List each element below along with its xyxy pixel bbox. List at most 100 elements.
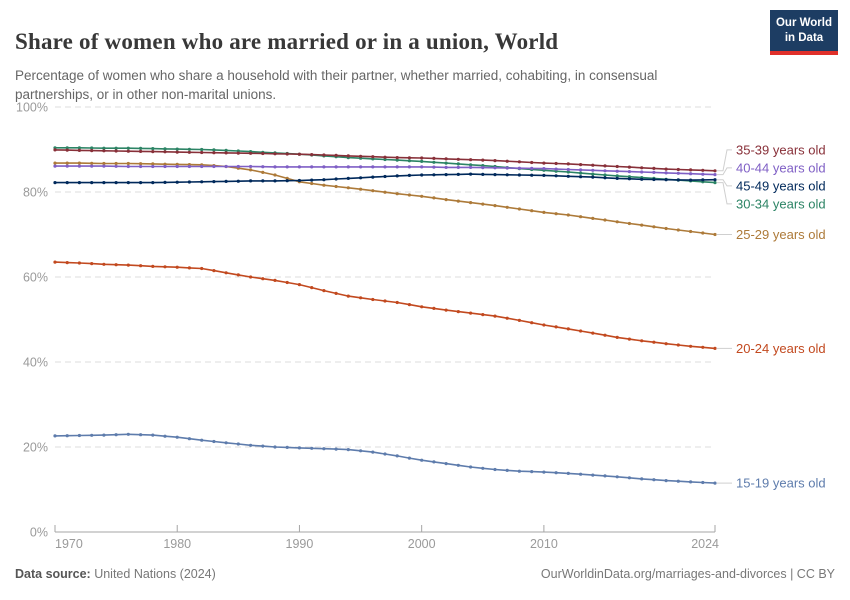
data-point <box>554 325 558 329</box>
data-point <box>395 165 399 169</box>
data-point <box>114 149 118 153</box>
legend-label[interactable]: 25-29 years old <box>736 227 826 242</box>
data-point <box>90 161 94 165</box>
data-point <box>395 156 399 160</box>
legend-label[interactable]: 30-34 years old <box>736 196 826 211</box>
data-point <box>591 473 595 477</box>
data-point <box>200 180 204 184</box>
data-point <box>579 329 583 333</box>
data-point <box>334 177 338 181</box>
data-point <box>432 306 436 310</box>
data-point <box>285 165 289 169</box>
data-point <box>200 150 204 155</box>
legend-label[interactable]: 15-19 years old <box>736 476 826 491</box>
data-point <box>102 146 106 150</box>
data-point <box>542 161 546 165</box>
data-point <box>493 159 497 163</box>
data-point <box>224 441 228 445</box>
data-point <box>346 448 350 452</box>
page-title: Share of women who are married or in a u… <box>15 29 559 55</box>
data-point <box>444 462 448 466</box>
data-point <box>114 263 118 267</box>
data-point <box>249 275 253 279</box>
data-point <box>395 454 399 458</box>
data-point <box>236 151 240 155</box>
data-point <box>187 180 191 184</box>
data-point <box>615 475 619 479</box>
data-point <box>713 481 717 485</box>
data-point <box>90 164 94 168</box>
data-point <box>212 151 216 155</box>
data-point <box>530 160 534 165</box>
data-point <box>65 161 69 165</box>
data-point <box>175 150 179 154</box>
data-point <box>151 181 155 185</box>
data-point <box>652 225 656 229</box>
data-point <box>505 468 509 472</box>
data-point <box>65 181 69 185</box>
data-point <box>53 164 57 168</box>
data-point <box>456 310 460 314</box>
legend-label[interactable]: 40-44 years old <box>736 160 826 175</box>
data-point <box>261 165 265 169</box>
data-point <box>469 311 473 315</box>
data-point <box>65 261 69 265</box>
data-point <box>493 314 497 318</box>
data-point <box>566 213 570 217</box>
data-point <box>53 260 57 264</box>
data-point <box>224 271 228 275</box>
data-point <box>175 164 179 169</box>
data-point <box>163 147 167 151</box>
legend-label[interactable]: 35-39 years old <box>736 142 826 157</box>
data-point <box>310 286 314 290</box>
data-point <box>579 168 583 172</box>
data-point <box>200 266 204 271</box>
data-point <box>297 152 301 156</box>
data-point <box>420 159 424 163</box>
data-point <box>713 178 717 182</box>
data-point <box>90 262 94 266</box>
data-point <box>566 174 570 178</box>
data-point <box>664 178 668 182</box>
data-point <box>297 165 301 169</box>
x-tick-label: 2024 <box>691 537 719 551</box>
data-point <box>676 479 680 483</box>
owid-logo[interactable]: Our World in Data <box>770 10 838 55</box>
y-tick-label: 20% <box>23 441 48 455</box>
data-point <box>530 173 534 177</box>
data-point <box>627 170 632 174</box>
data-point <box>102 149 106 153</box>
legend-label[interactable]: 45-49 years old <box>736 178 826 193</box>
data-point <box>530 321 534 325</box>
data-point <box>187 437 191 441</box>
data-point <box>371 155 375 159</box>
data-point <box>359 296 363 300</box>
data-point <box>77 146 81 150</box>
data-point <box>554 212 558 216</box>
data-point <box>346 294 350 298</box>
data-point <box>334 291 338 295</box>
data-point <box>371 297 375 302</box>
data-point <box>383 174 387 179</box>
data-point <box>151 162 155 166</box>
legend-label[interactable]: 20-24 years old <box>736 341 826 356</box>
owid-link[interactable]: OurWorldinData.org/marriages-and-divorce… <box>540 567 835 581</box>
data-point <box>615 335 619 339</box>
data-point <box>139 149 143 153</box>
data-point <box>224 164 228 169</box>
data-point <box>114 161 118 166</box>
data-point <box>517 166 522 170</box>
data-point <box>77 161 81 165</box>
data-point <box>187 164 191 169</box>
data-point <box>481 202 485 206</box>
data-point <box>407 156 411 160</box>
data-point <box>65 146 69 150</box>
y-tick-label: 40% <box>23 356 48 370</box>
data-point <box>481 158 485 162</box>
data-point <box>285 280 289 285</box>
data-point <box>640 477 644 481</box>
data-point <box>591 172 595 176</box>
line-chart[interactable]: 0% 20% 40% 60% 80% 100% 1970 1980 1990 2000 2010 20… <box>0 0 850 560</box>
data-point <box>261 277 265 281</box>
data-point <box>359 165 363 169</box>
